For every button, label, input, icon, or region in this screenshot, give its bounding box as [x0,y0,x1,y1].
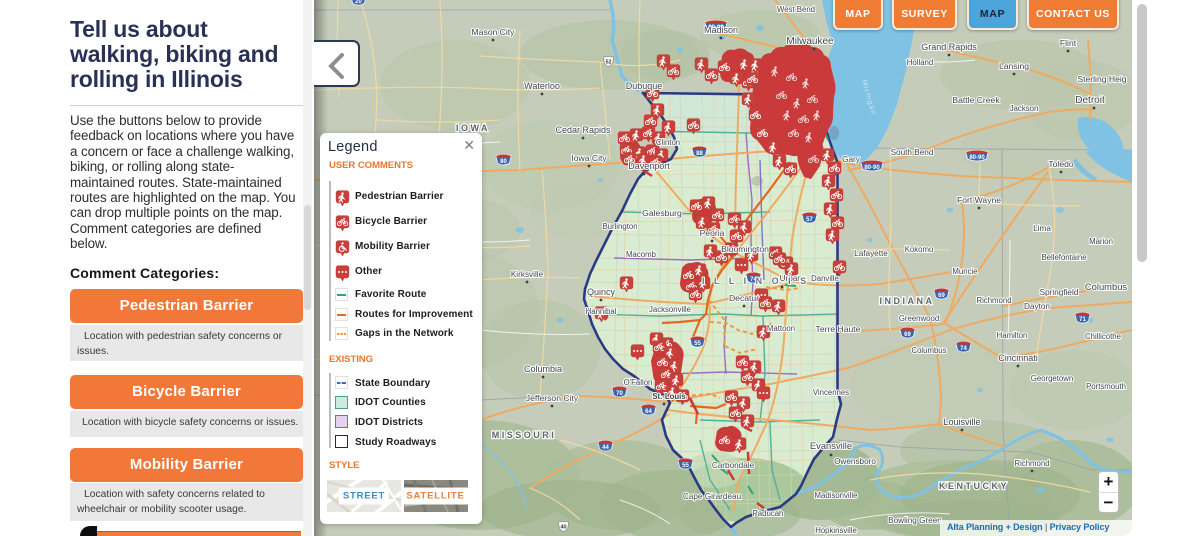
svg-text:Peoria: Peoria [700,228,725,238]
svg-text:Chillicothe: Chillicothe [1085,332,1121,341]
svg-text:West Bend: West Bend [777,5,815,14]
svg-text:Lansing: Lansing [999,61,1029,71]
svg-text:Jefferson City: Jefferson City [526,393,579,403]
svg-text:KENTUCKY: KENTUCKY [939,481,1009,491]
svg-text:Gary: Gary [842,155,861,164]
svg-text:Grand Rapids: Grand Rapids [921,42,977,52]
svg-text:74: 74 [960,346,967,352]
svg-text:Owensboro: Owensboro [834,457,876,466]
svg-text:40: 40 [560,525,566,531]
svg-text:Jacksonville: Jacksonville [649,305,691,314]
svg-text:88: 88 [696,151,703,157]
svg-text:South Bend: South Bend [891,148,934,157]
svg-text:I L L I N O I S: I L L I N O I S [702,276,810,286]
svg-text:Detroit: Detroit [1075,95,1105,106]
svg-text:Greenwood: Greenwood [899,314,939,323]
svg-text:Springfield: Springfield [1040,288,1079,297]
svg-text:Bowling Green: Bowling Green [888,516,942,525]
svg-text:Macomb: Macomb [626,250,657,259]
svg-text:Bloomington: Bloomington [721,244,769,254]
svg-text:Decatur: Decatur [729,293,759,303]
svg-text:71: 71 [1079,317,1086,323]
svg-text:MISSOURI: MISSOURI [492,430,557,440]
svg-text:70: 70 [616,391,623,397]
svg-text:69: 69 [904,332,911,338]
svg-text:Paducah: Paducah [753,509,784,518]
svg-text:Carbondale: Carbondale [712,461,755,470]
svg-text:55: 55 [682,463,689,469]
svg-text:Marion: Marion [1089,237,1113,246]
svg-text:Holland: Holland [907,58,933,67]
svg-text:Muncie: Muncie [952,267,977,276]
svg-text:Hamilton: Hamilton [997,331,1028,340]
svg-text:Jackson: Jackson [1010,104,1039,113]
svg-text:39-90: 39-90 [708,25,724,31]
svg-text:Columbia: Columbia [524,364,562,374]
svg-text:Kokomo: Kokomo [905,245,934,254]
svg-text:Lima: Lima [1033,224,1051,233]
svg-text:Madison: Madison [704,25,738,35]
svg-text:44: 44 [602,445,609,451]
svg-text:64: 64 [645,409,652,415]
svg-text:80: 80 [500,159,507,165]
svg-text:Mason City: Mason City [472,27,516,37]
svg-text:Davenport: Davenport [628,161,670,171]
svg-text:20: 20 [355,0,362,5]
svg-text:St.-Louis: St.-Louis [652,392,686,401]
svg-text:Urbana: Urbana [780,274,807,283]
svg-text:Fort Wayne: Fort Wayne [957,195,1001,205]
svg-text:80-90: 80-90 [969,155,985,161]
svg-text:52: 52 [605,60,611,66]
svg-text:Columbus: Columbus [1085,281,1128,292]
svg-text:Georgetown: Georgetown [1031,374,1073,383]
svg-text:Danville: Danville [811,274,839,283]
svg-text:Richmond: Richmond [1014,459,1049,468]
svg-text:Mattoon: Mattoon [767,324,795,333]
svg-text:Vincennes: Vincennes [813,388,849,397]
svg-text:69: 69 [938,293,945,299]
svg-text:Iowa City: Iowa City [571,153,607,163]
svg-text:55: 55 [694,341,701,347]
svg-text:Waterloo: Waterloo [524,81,560,91]
svg-text:Toledo: Toledo [1048,159,1074,169]
svg-text:Bellefontaine: Bellefontaine [1041,253,1086,262]
svg-text:Milwaukee: Milwaukee [786,36,834,47]
svg-text:Richmond: Richmond [976,296,1011,305]
svg-text:Columbus: Columbus [911,346,946,355]
svg-text:Louisville: Louisville [943,417,980,427]
svg-text:74: 74 [750,277,757,283]
svg-text:Galesburg: Galesburg [642,208,682,218]
svg-text:Burlington: Burlington [602,222,637,231]
svg-text:Kirksville: Kirksville [511,270,544,279]
svg-text:Hannibal: Hannibal [586,307,617,316]
svg-text:Portsmouth: Portsmouth [1086,382,1126,391]
svg-text:Lafayette: Lafayette [854,249,888,258]
svg-text:Sterling Heig: Sterling Heig [1077,74,1126,84]
svg-text:Cedar Rapids: Cedar Rapids [555,125,611,135]
svg-text:80-90: 80-90 [864,165,880,171]
svg-text:Terre Haute: Terre Haute [816,324,861,334]
svg-text:Cape Girardeau: Cape Girardeau [683,492,742,501]
svg-text:INDIANA: INDIANA [880,296,935,306]
svg-text:IOWA: IOWA [456,123,490,133]
svg-text:Madisonville: Madisonville [815,491,858,500]
svg-text:Quincy: Quincy [587,287,616,297]
svg-text:Evansville: Evansville [810,440,852,451]
svg-text:Hopkinsville: Hopkinsville [815,526,857,535]
svg-text:Battle Creek: Battle Creek [952,95,1000,105]
svg-text:Clinton: Clinton [656,138,680,147]
svg-text:Dayton: Dayton [1024,302,1050,311]
svg-text:57: 57 [806,217,813,223]
svg-text:O'Fallon: O'Fallon [624,378,653,387]
svg-text:Flint: Flint [1060,38,1077,48]
svg-text:Dubuque: Dubuque [626,81,663,91]
svg-text:Cincinnati: Cincinnati [998,353,1038,363]
